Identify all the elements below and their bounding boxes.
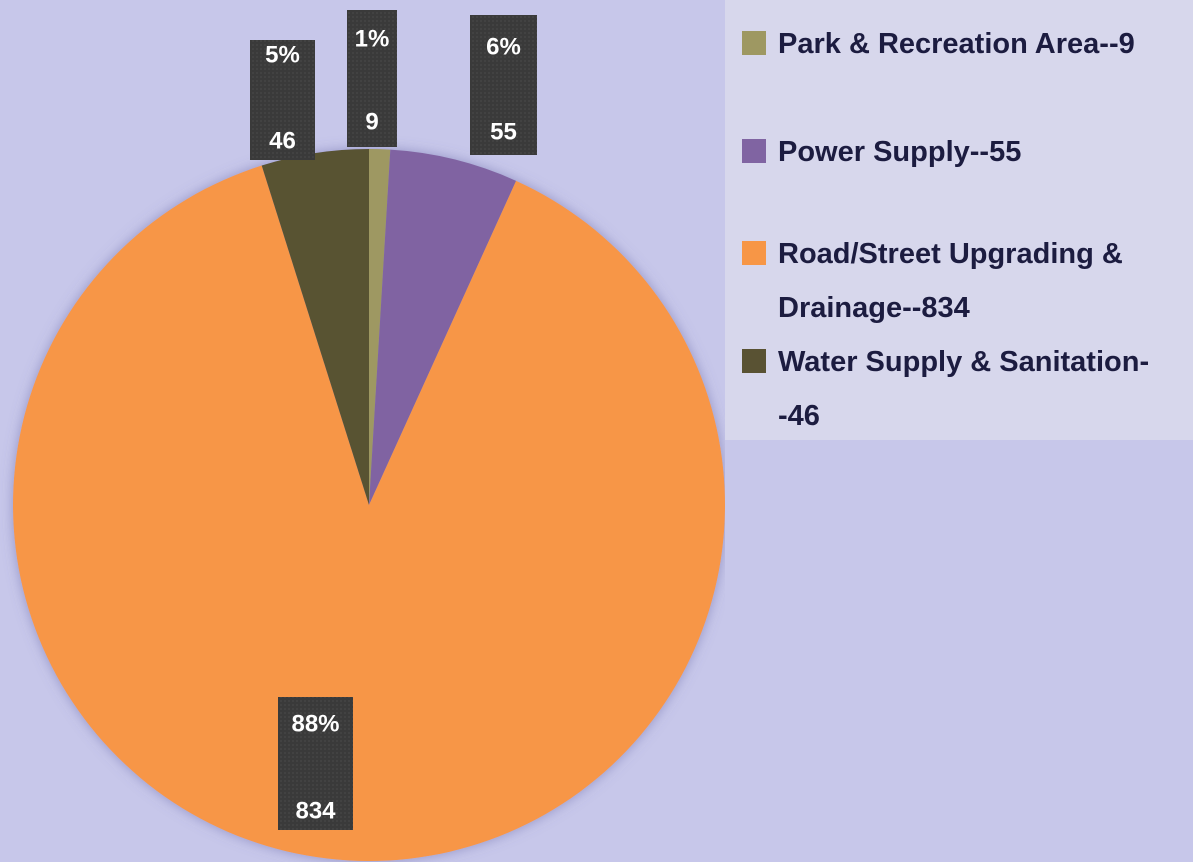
- legend-label: Water Supply & Sanitation--46: [778, 346, 1150, 432]
- legend-label: Road/Street Upgrading & Drainage--834: [778, 238, 1123, 324]
- pie-slice: [12, 165, 725, 861]
- legend-label: Power Supply--55: [778, 136, 1022, 168]
- value-label: 46: [269, 127, 296, 154]
- legend-swatch: [742, 31, 766, 55]
- legend-swatch: [742, 139, 766, 163]
- label-box: [250, 40, 315, 160]
- value-label: 834: [295, 797, 336, 824]
- legend-swatch: [742, 349, 766, 373]
- legend: Park & Recreation Area--9 Power Supply--5…: [725, 0, 1193, 440]
- label-box: [347, 10, 397, 147]
- legend-swatch: [742, 241, 766, 265]
- percent-label: 1%: [355, 25, 390, 52]
- pie-slice: [261, 149, 369, 505]
- value-label: 55: [490, 118, 517, 145]
- chart: 1% 9 6% 55 88% 834 5% 46: [12, 10, 725, 861]
- label-box: [278, 697, 353, 830]
- pie: [12, 149, 725, 861]
- percent-label: 88%: [291, 710, 339, 737]
- data-labels: 1% 9 6% 55 88% 834 5% 46: [250, 10, 537, 830]
- value-label: 9: [365, 108, 378, 135]
- legend-label: Park & Recreation Area--9: [778, 28, 1135, 60]
- pie-slice: [369, 149, 517, 505]
- percent-label: 6%: [486, 33, 521, 60]
- percent-label: 5%: [265, 41, 300, 68]
- pie-slice: [369, 149, 391, 505]
- label-box: [470, 15, 537, 155]
